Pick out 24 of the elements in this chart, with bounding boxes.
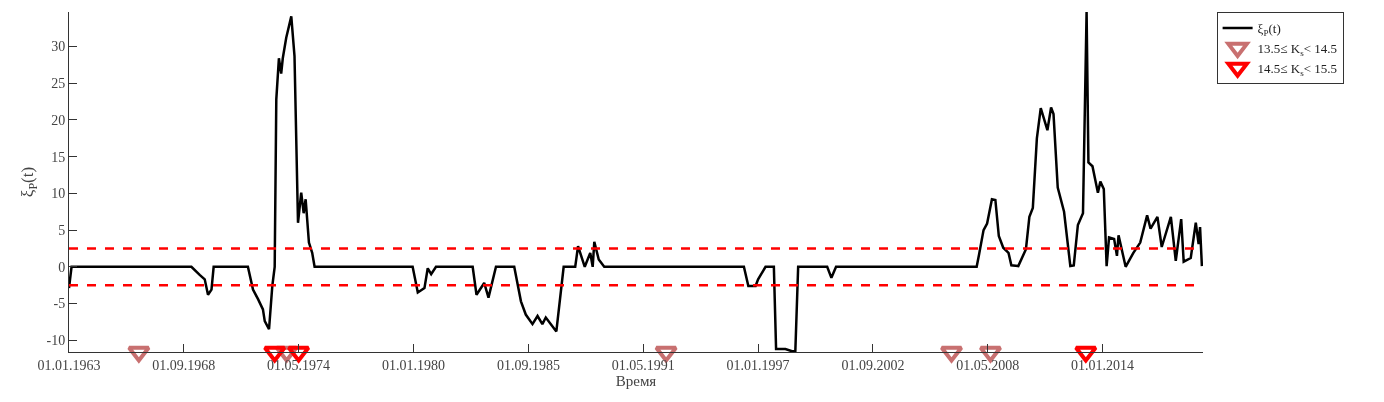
x-axis-title: Время	[615, 372, 657, 389]
x-tick-label: 01.05.2008	[956, 357, 1020, 373]
y-tick-label: -10	[46, 333, 66, 349]
y-tick-label: -5	[53, 296, 66, 312]
y-tick-label: 25	[51, 76, 66, 92]
x-tick-label: 01.09.1968	[152, 357, 216, 373]
y-tick-label: 30	[51, 39, 66, 55]
line-series	[69, 12, 1203, 352]
y-tick-label: 15	[51, 149, 66, 165]
x-tick-label: 01.05.1991	[611, 357, 675, 373]
legend-label: 13.5≤ K$_{s}$< 14.5	[1257, 40, 1338, 58]
x-tick-label: 01.09.1985	[496, 357, 560, 373]
x-tick-label: 01.01.1963	[37, 357, 101, 373]
y-tick-label: 5	[58, 223, 66, 238]
x-tick-label: 01.05.1974	[267, 357, 331, 373]
x-tick-label: 01.01.1980	[382, 357, 446, 373]
x-tick-label: 01.09.2002	[841, 357, 905, 373]
y-tick-label: 10	[51, 186, 66, 202]
legend-label: ξ$_{P}$(t)	[1257, 21, 1281, 38]
x-tick-label: 01.01.1997	[726, 357, 790, 373]
y-tick-label: 0	[58, 259, 66, 275]
legend-label: 14.5≤ K$_{s}$< 15.5	[1257, 60, 1338, 78]
y-tick-label: 20	[51, 112, 66, 128]
x-tick-label: 01.01.2014	[1071, 357, 1135, 373]
